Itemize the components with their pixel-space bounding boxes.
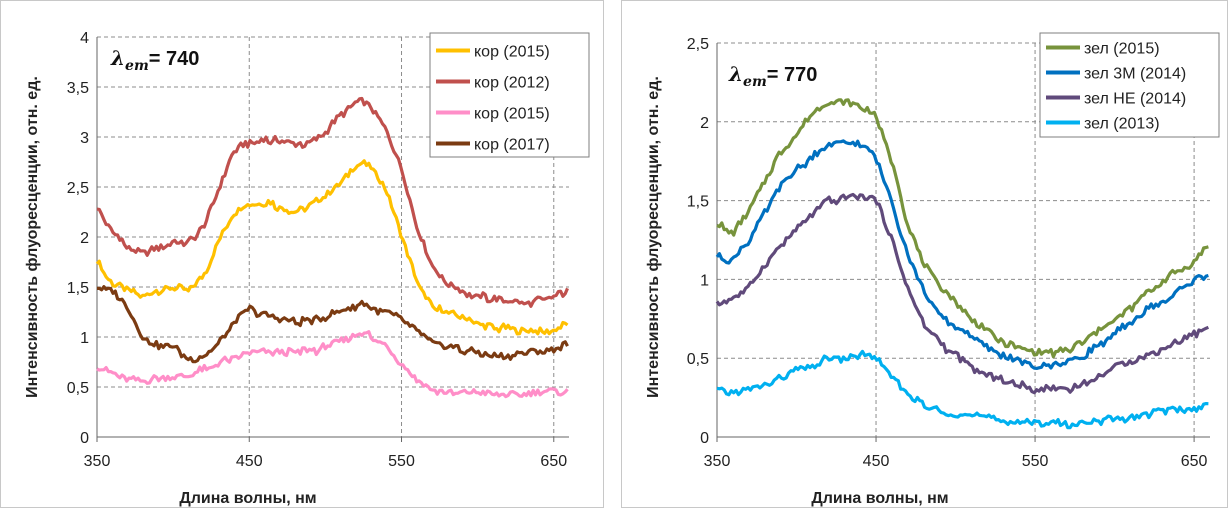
y-tick-label: 0 [80, 430, 89, 447]
chart-panel-left: 0 0,5 1 1,5 2 2,5 3 3,5 4 350 450 550 650 λem= 740 Д… [0, 0, 604, 508]
y-tick-label: 4 [80, 30, 89, 47]
legend-label: зел (2015) [1084, 41, 1160, 58]
series-line [715, 139, 1209, 370]
legend-label: кор (2015) [474, 106, 550, 123]
legend-box [1039, 32, 1220, 138]
y-tick-label: 2,5 [687, 36, 709, 53]
y-tick-label: 2 [700, 115, 709, 132]
legend-label: кор (2012) [474, 75, 550, 92]
y-tick-label: 3,5 [67, 80, 89, 97]
x-axis-title: Длина волны, нм [811, 490, 948, 507]
y-tick-label: 2,5 [67, 180, 89, 197]
legend-label: кор (2017) [474, 137, 550, 154]
series-line [96, 285, 569, 364]
y-tick-label: 0 [700, 430, 709, 447]
series-line [715, 192, 1210, 395]
fluorescence-chart-740: 0 0,5 1 1,5 2 2,5 3 3,5 4 350 450 550 650 λem= 740 Д… [24, 30, 590, 507]
x-tick-label: 450 [236, 453, 263, 470]
series-line [716, 98, 1209, 359]
fluorescence-chart-770: 0 0,5 1 1,5 2 2,5 350 450 550 650 λem= 770 Длина … [645, 32, 1220, 507]
legend-label: зел НЕ (2014) [1084, 91, 1186, 108]
y-tick-label: 0,5 [687, 351, 709, 368]
chart-panel-right: 0 0,5 1 1,5 2 2,5 350 450 550 650 λem= 770 Длина … [621, 0, 1228, 508]
legend-label: зел 3М (2014) [1084, 66, 1186, 83]
x-tick-label: 450 [863, 453, 890, 470]
y-tick-label: 1 [700, 272, 709, 289]
legend-label: кор (2015) [474, 44, 550, 61]
y-tick-label: 1,5 [687, 194, 709, 211]
x-tick-label: 650 [540, 453, 567, 470]
y-axis-title: Интенсивность флуоресценции, отн. ед. [24, 76, 41, 398]
y-tick-label: 0,5 [67, 380, 89, 397]
y-axis-title: Интенсивность флуоресценции, отн. ед. [645, 76, 662, 398]
lambda-annotation: λem= 770 [728, 62, 817, 90]
lambda-annotation: λem= 740 [110, 46, 199, 74]
x-tick-label: 350 [84, 453, 111, 470]
legend-box [429, 32, 590, 158]
legend: зел (2015) зел 3М (2014) зел НЕ (2014) зел … [1039, 32, 1220, 138]
series-line [96, 96, 569, 308]
y-tick-label: 1,5 [67, 280, 89, 297]
x-tick-label: 350 [704, 453, 731, 470]
series-line [716, 349, 1209, 430]
y-tick-label: 3 [80, 130, 89, 147]
legend: кор (2015) кор (2012) кор (2015) кор (2017) [429, 32, 590, 158]
y-tick-label: 2 [80, 230, 89, 247]
series-line [95, 159, 569, 336]
x-tick-label: 650 [1181, 453, 1208, 470]
x-tick-label: 550 [388, 453, 415, 470]
x-axis-title: Длина волны, нм [179, 490, 316, 507]
grid: 0 0,5 1 1,5 2 2,5 3 3,5 4 350 450 550 650 [67, 30, 569, 470]
legend-label: зел (2013) [1084, 116, 1160, 133]
x-tick-label: 550 [1022, 453, 1049, 470]
series-line [96, 330, 569, 399]
y-tick-label: 1 [80, 330, 89, 347]
